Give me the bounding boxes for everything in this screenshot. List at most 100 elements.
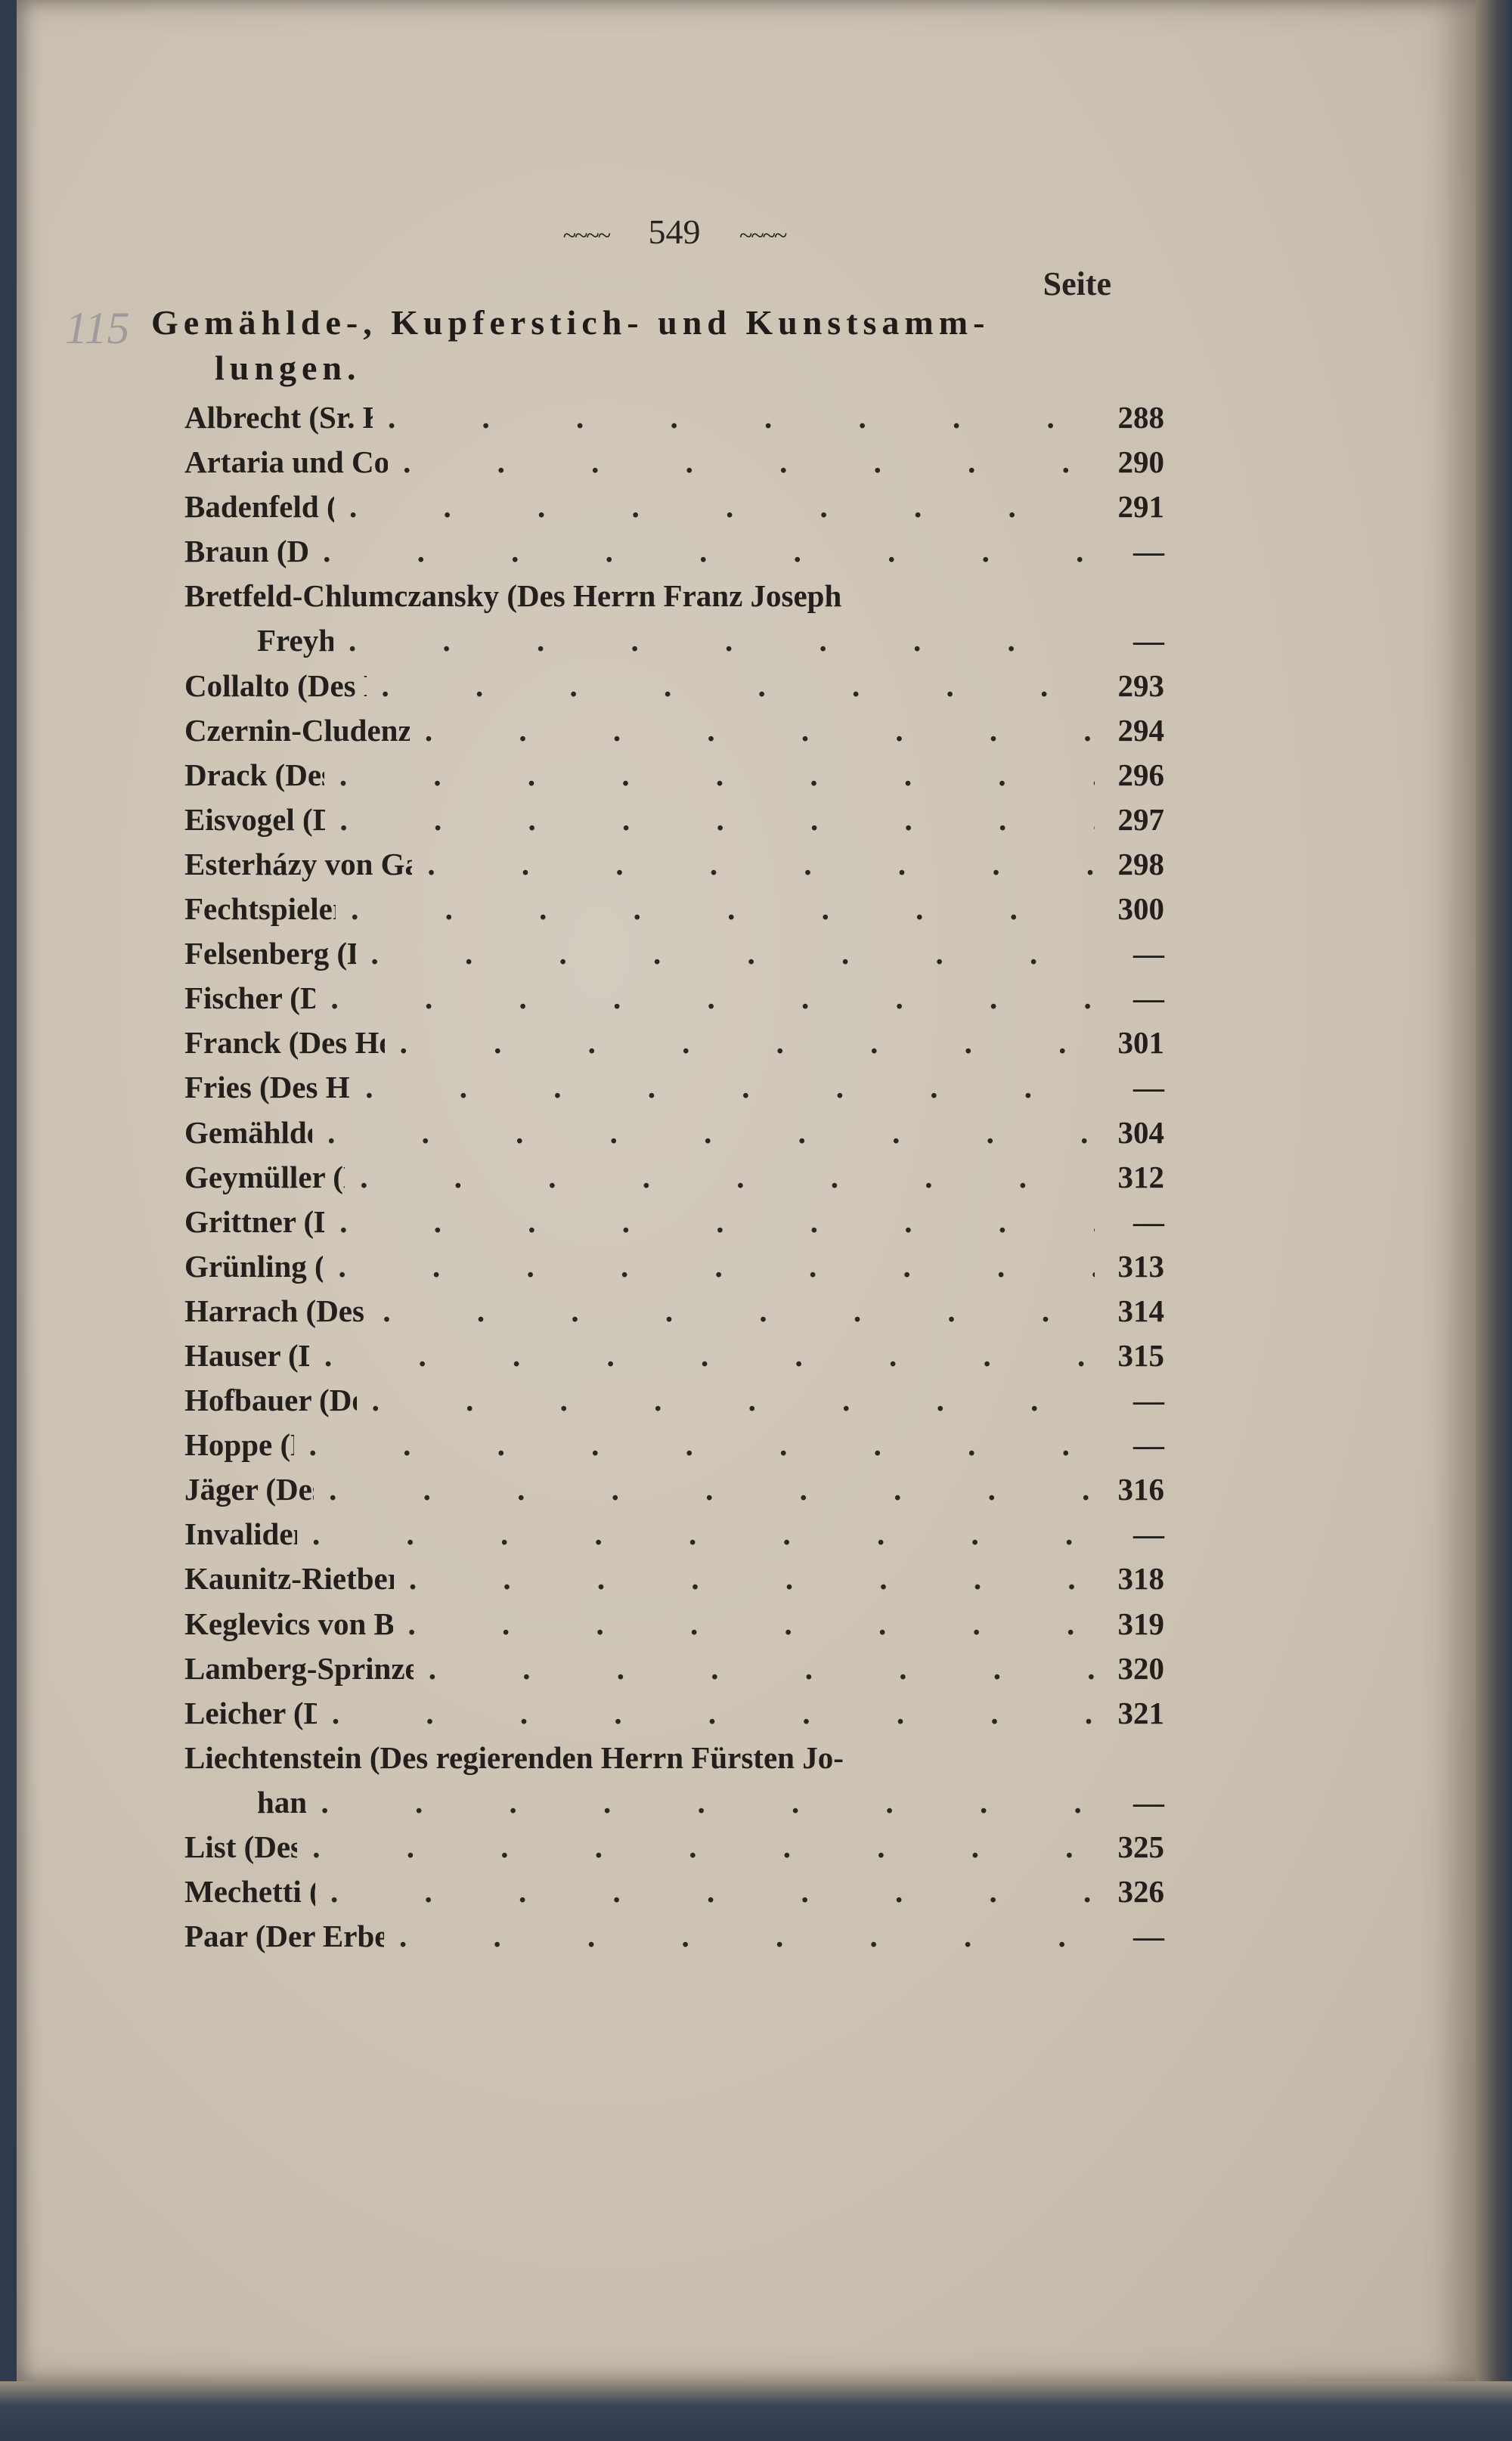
- page-number: 549: [648, 212, 701, 251]
- entry-name: Hauser (Des Herrn Aloys): [184, 1337, 309, 1373]
- entry-name: Bretfeld-Chlumczansky (Des Herrn Franz J…: [184, 578, 842, 614]
- index-entry: hann von) . . . . . . . . . . . . . . . .…: [184, 1784, 1164, 1829]
- entry-page: 313: [1117, 1248, 1165, 1284]
- index-entry: Gemählde-Gallerie (K. K.) . . . . . . . .…: [184, 1114, 1164, 1159]
- entry-page: 320: [1117, 1650, 1165, 1686]
- entry-name: Esterházy von Galantha (Des Herrn Fürste…: [184, 846, 412, 881]
- index-entry: Liechtenstein (Des regierenden Herrn Für…: [184, 1739, 1164, 1784]
- dot-leader: . . . . . . . . . . . . . . . . . . . . …: [360, 1159, 1095, 1194]
- entry-name: Felsenberg (Des Herrn Georg Joseph): [184, 936, 356, 971]
- entry-page: —: [1133, 1070, 1164, 1105]
- index-entry: Collalto (Des Herrn Grafen Eduard von) . …: [184, 668, 1164, 712]
- dot-leader: . . . . . . . . . . . . . . . . . . . . …: [321, 1784, 1095, 1820]
- entry-page: —: [1133, 1203, 1164, 1239]
- book-page: 115 ~~~~ 549 ~~~~ Seite Gemählde-, Kupfe…: [17, 0, 1476, 2381]
- dot-leader: . . . . . . . . . . . . . . . . . . . . …: [428, 1650, 1095, 1686]
- entry-page: 319: [1117, 1606, 1165, 1641]
- index-entry: Hauser (Des Herrn Aloys) . . . . . . . . …: [184, 1337, 1164, 1382]
- entry-page: 301: [1117, 1025, 1165, 1061]
- entry-name: List (Des Herrn Franz): [184, 1829, 298, 1864]
- dot-leader: . . . . . . . . . . . . . . . . . . . . …: [339, 801, 1095, 837]
- header-ornament-right: ~~~~: [739, 221, 787, 249]
- entry-name: Paar (Der Erben des Herrn Fürsten Carl v…: [184, 1919, 384, 1954]
- section-title: Gemählde-, Kupferstich- und Kunstsamm-: [151, 303, 990, 342]
- entry-page: 304: [1117, 1114, 1165, 1150]
- dot-leader: . . . . . . . . . . . . . . . . . . . . …: [387, 400, 1095, 435]
- dot-leader: . . . . . . . . . . . . . . . . . . . . …: [403, 445, 1095, 480]
- index-entry: Bretfeld-Chlumczansky (Des Herrn Franz J…: [184, 578, 1164, 622]
- entry-page: 296: [1117, 757, 1165, 792]
- index-entry: Drack (Des Herrn Johann B.) . . . . . . .…: [184, 757, 1164, 801]
- entry-name: Harrach (Des Herrn Johann Grafen von): [184, 1293, 367, 1328]
- dot-leader: . . . . . . . . . . . . . . . . . . . . …: [399, 1025, 1095, 1061]
- dot-leader: . . . . . . . . . . . . . . . . . . . . …: [312, 1829, 1095, 1864]
- entry-name: Czernin-Cludenzith (Des Herrn Grafen Rud…: [184, 712, 410, 748]
- entry-name: Kaunitz-Rietberg (Des Herrn Aloys Fürste…: [184, 1561, 394, 1597]
- entry-page: 297: [1117, 801, 1165, 837]
- dot-leader: . . . . . . . . . . . . . . . . . . . . …: [424, 712, 1095, 748]
- entry-name: Mechetti (Des Herrn Peter): [184, 1874, 315, 1910]
- dot-leader: . . . . . . . . . . . . . . . . . . . . …: [427, 846, 1095, 881]
- index-entry: Artaria und Compagnie (Der Herren Domini…: [184, 444, 1164, 488]
- dot-leader: . . . . . . . . . . . . . . . . . . . . …: [308, 1427, 1095, 1463]
- entry-name: hann von): [257, 1784, 306, 1820]
- entry-page: 326: [1117, 1874, 1165, 1910]
- column-header-page: Seite: [1043, 265, 1111, 302]
- dot-leader: . . . . . . . . . . . . . . . . . . . . …: [331, 1695, 1095, 1730]
- index-entry: Eisvogel (Des Herrn Leopold) . . . . . . …: [184, 801, 1164, 846]
- dot-leader: . . . . . . . . . . . . . . . . . . . . …: [383, 1293, 1095, 1328]
- page-edge-bottom: [0, 2381, 1512, 2441]
- index-entry: Czernin-Cludenzith (Des Herrn Grafen Rud…: [184, 712, 1164, 757]
- margin-pencil-note: 115: [65, 303, 130, 353]
- entry-page: —: [1133, 936, 1164, 971]
- index-entry: Hoppe (Der Frau von) . . . . . . . . . . …: [184, 1426, 1164, 1471]
- dot-leader: . . . . . . . . . . . . . . . . . . . . …: [324, 1337, 1095, 1373]
- entry-name: Jäger (Des Herrn Andreas): [184, 1472, 314, 1507]
- entry-page: 314: [1117, 1293, 1165, 1328]
- index-entry: Braun (Des Herrn Adam) . . . . . . . . . …: [184, 533, 1164, 578]
- dot-leader: . . . . . . . . . . . . . . . . . . . . …: [398, 1919, 1095, 1954]
- entry-page: 318: [1117, 1561, 1165, 1597]
- dot-leader: . . . . . . . . . . . . . . . . . . . . …: [381, 668, 1095, 703]
- index-entry: Grittner (Des Herrn Michael) . . . . . . …: [184, 1203, 1164, 1248]
- index-entry: Lamberg-Sprinzenstein (Des Herrn Grafen …: [184, 1650, 1164, 1695]
- entry-name: Franck (Des Herrn Johann Jacob Ritters v…: [184, 1025, 385, 1061]
- dot-leader: . . . . . . . . . . . . . . . . . . . . …: [370, 936, 1095, 971]
- entry-page: 316: [1117, 1472, 1165, 1507]
- dot-leader: . . . . . . . . . . . . . . . . . . . . …: [330, 1874, 1095, 1910]
- header-ornament-left: ~~~~: [562, 221, 611, 249]
- entry-name: Gemählde-Gallerie (K. K.): [184, 1114, 313, 1150]
- index-entry: Kaunitz-Rietberg (Des Herrn Aloys Fürste…: [184, 1560, 1164, 1605]
- page-header: ~~~~ 549 ~~~~: [17, 212, 1332, 252]
- entry-name: Eisvogel (Des Herrn Leopold): [184, 801, 325, 837]
- index-entry: Albrecht (Sr. Königl. Hoheit des Herzoge…: [184, 399, 1164, 444]
- entry-page: 294: [1117, 712, 1165, 748]
- dot-leader: . . . . . . . . . . . . . . . . . . . . …: [339, 1203, 1095, 1239]
- entry-name: Fries (Des Herrn Grafen Moriz von): [184, 1070, 350, 1105]
- entry-page: —: [1133, 1784, 1164, 1820]
- entry-page: 293: [1117, 668, 1165, 703]
- dot-leader: . . . . . . . . . . . . . . . . . . . . …: [349, 489, 1095, 525]
- entry-name: Keglevics von Buzin (Des Herrn Johann Gr…: [184, 1606, 393, 1641]
- entry-name: Geymüller (Des Herrn Ritters von): [184, 1159, 345, 1194]
- entry-page: 321: [1117, 1695, 1165, 1730]
- entry-page: —: [1133, 623, 1164, 658]
- entry-page: 315: [1117, 1337, 1165, 1373]
- entry-name: Hofbauer (Des Herrn Johann Caspar): [184, 1383, 357, 1418]
- entry-page: 298: [1117, 846, 1165, 881]
- index-entry: Fries (Des Herrn Grafen Moriz von) . . . …: [184, 1069, 1164, 1114]
- dot-leader: . . . . . . . . . . . . . . . . . . . . …: [407, 1606, 1095, 1641]
- dot-leader: . . . . . . . . . . . . . . . . . . . . …: [311, 1516, 1095, 1552]
- index-entry: Geymüller (Des Herrn Ritters von) . . . .…: [184, 1159, 1164, 1203]
- entry-name: Freyherren von): [257, 623, 333, 658]
- dot-leader: . . . . . . . . . . . . . . . . . . . . …: [365, 1070, 1095, 1105]
- entry-page: —: [1133, 980, 1164, 1016]
- entry-name: Badenfeld (Des Herrn Carl von): [184, 489, 334, 525]
- index-entry: Franck (Des Herrn Johann Jacob Ritters v…: [184, 1024, 1164, 1069]
- entry-page: 288: [1117, 400, 1165, 435]
- index-entry: Fechtspieler (Des Herrn Martin) . . . . .…: [184, 891, 1164, 935]
- entry-name: Collalto (Des Herrn Grafen Eduard von): [184, 668, 367, 703]
- index-entry: Mechetti (Des Herrn Peter) . . . . . . . …: [184, 1873, 1164, 1918]
- entry-name: Fischer (Des Herrn Joseph): [184, 980, 316, 1016]
- index-entry: Keglevics von Buzin (Des Herrn Johann Gr…: [184, 1606, 1164, 1650]
